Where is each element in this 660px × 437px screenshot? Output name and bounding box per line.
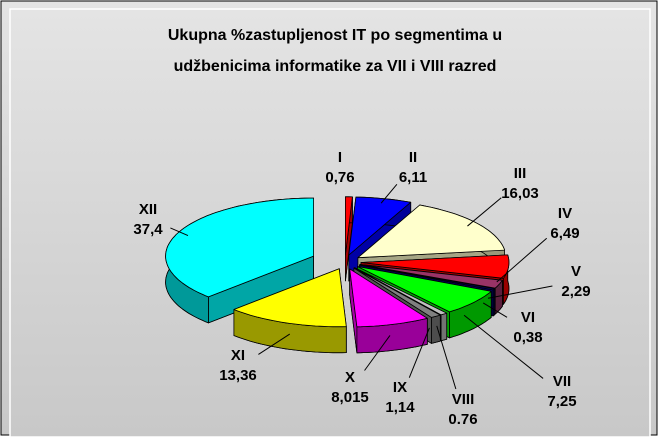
data-label: 0,38 [513, 329, 542, 346]
data-label-name: I [338, 149, 342, 166]
leader-line [463, 314, 544, 379]
data-label: 16,03 [501, 185, 539, 202]
leader-line [364, 335, 391, 371]
leader-line [496, 237, 548, 283]
slice-top [359, 264, 503, 289]
data-label: 7,25 [547, 393, 576, 410]
leader-line [436, 325, 457, 390]
leader-line [408, 327, 430, 378]
leader-line [258, 333, 291, 355]
slice-top [165, 197, 315, 298]
data-label: 8,015 [331, 389, 369, 406]
data-label-name: VIII [452, 391, 475, 408]
data-label-name: V [571, 263, 581, 280]
data-label: 1,14 [385, 399, 415, 416]
data-label: 6,49 [550, 225, 579, 242]
data-label: 2,29 [561, 283, 590, 300]
pie [165, 196, 510, 354]
plot-area [9, 8, 651, 437]
data-label-name: IX [393, 379, 407, 396]
leader-line [170, 227, 189, 236]
data-label-name: X [345, 369, 355, 386]
data-label-name: VI [521, 309, 535, 326]
data-label-name: III [514, 165, 527, 182]
slice-wall [492, 288, 496, 317]
data-label: 37,4 [133, 221, 163, 238]
slice-top [360, 254, 510, 279]
slice-top [357, 204, 506, 259]
leader-line [467, 197, 502, 227]
chart-title: Ukupna %zastupljenost IT po segmentima u [168, 27, 502, 44]
slice [349, 268, 428, 354]
data-label: 6,11 [399, 169, 427, 186]
labels: I 0,76 II 6,11 III 16,03 IV 6,49 V 2,29 VI 0,38 VII 7… [133, 149, 590, 428]
slice-top [348, 196, 412, 256]
slice [165, 197, 315, 324]
data-label: 0.76 [448, 411, 477, 428]
data-label: 0,76 [325, 169, 354, 186]
chart-title: udžbenicima informatike za VII i VIII ra… [174, 58, 497, 75]
leader-line [380, 183, 398, 204]
slice-top [349, 268, 428, 328]
data-label: 13,36 [219, 367, 257, 384]
slice-top [233, 268, 347, 328]
leader-line [482, 302, 508, 318]
slice-wall [440, 312, 448, 342]
data-label-name: VII [553, 373, 571, 390]
slice [233, 268, 347, 354]
slice-top [359, 264, 496, 291]
data-label-name: II [409, 149, 417, 166]
slice-top [357, 266, 492, 313]
data-label-name: XII [139, 201, 157, 218]
slice-top [344, 196, 353, 256]
slice-top [353, 267, 441, 318]
data-label-name: IV [558, 205, 572, 222]
leader-line [487, 285, 553, 299]
data-label-name: XI [231, 347, 245, 364]
slice-wall [431, 314, 441, 344]
slice-top [354, 267, 448, 316]
